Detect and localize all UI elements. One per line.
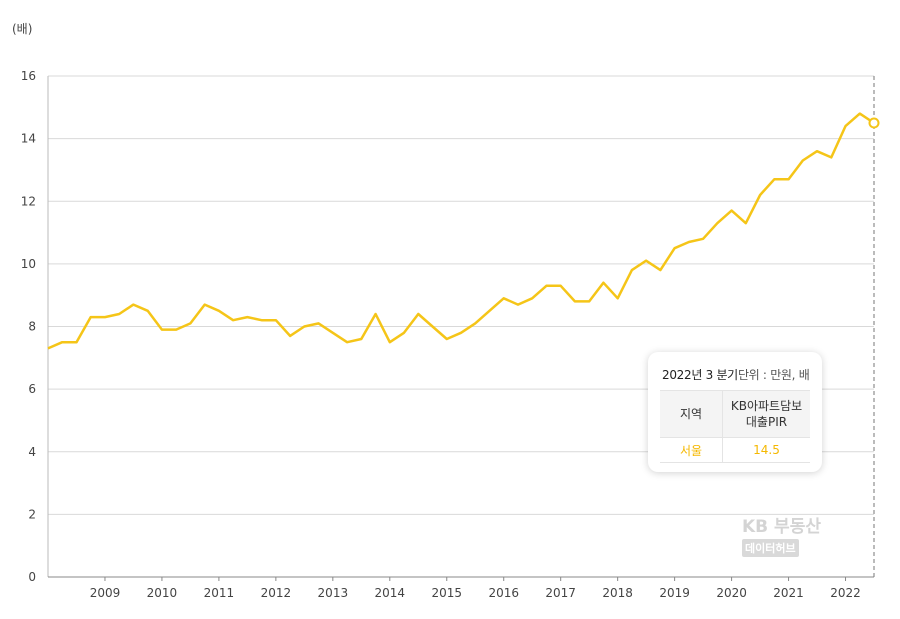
x-tick-labels: 2009 2010 2011 2012 2013 2014 2015 2016 2017 2018… — [90, 577, 861, 600]
tooltip-table: 지역 KB아파트담보 대출PIR 서울 14.5 — [660, 390, 810, 463]
y-tick-label: 16 — [21, 69, 36, 83]
x-tick-label: 2009 — [90, 586, 121, 600]
tooltip-col-metric: KB아파트담보 대출PIR — [722, 390, 810, 438]
kb-watermark-logo: KB 부동산 데이터허브 — [742, 512, 832, 557]
y-tick-label: 8 — [28, 320, 36, 334]
tooltip-col-region: 지역 — [660, 390, 723, 438]
data-tooltip: 2022년 3 분기단위 : 만원, 배 지역 KB아파트담보 대출PIR 서울… — [648, 352, 822, 472]
tooltip-col-metric-line2: 대출PIR — [745, 415, 788, 429]
highlight-point[interactable] — [868, 117, 880, 129]
x-tick-label: 2021 — [773, 586, 804, 600]
tooltip-row-region: 서울 — [660, 437, 723, 463]
watermark-title: KB 부동산 — [742, 517, 821, 537]
x-tick-label: 2018 — [602, 586, 633, 600]
y-tick-labels: 0 2 4 6 8 10 12 14 16 — [21, 69, 36, 584]
x-tick-label: 2017 — [545, 586, 576, 600]
y-tick-label: 4 — [28, 445, 36, 459]
table-row: 서울 14.5 — [660, 437, 810, 463]
y-axis-unit-label: (배) — [12, 22, 33, 36]
tooltip-period: 2022년 3 분기 — [662, 368, 738, 382]
y-tick-label: 10 — [21, 257, 36, 271]
x-tick-label: 2012 — [261, 586, 292, 600]
x-tick-label: 2013 — [318, 586, 349, 600]
tooltip-unit: 단위 : 만원, 배 — [737, 368, 810, 382]
y-tick-label: 14 — [21, 132, 36, 146]
x-tick-label: 2020 — [716, 586, 747, 600]
watermark-subtitle: 데이터허브 — [742, 539, 799, 557]
tooltip-row-value: 14.5 — [722, 437, 810, 463]
y-tick-label: 12 — [21, 194, 36, 208]
y-tick-label: 6 — [28, 382, 36, 396]
x-tick-label: 2019 — [659, 586, 690, 600]
x-tick-label: 2015 — [431, 586, 462, 600]
x-tick-label: 2010 — [147, 586, 178, 600]
tooltip-col-metric-line1: KB아파트담보 — [730, 399, 803, 413]
y-tick-label: 2 — [28, 507, 36, 521]
tooltip-header: 2022년 3 분기단위 : 만원, 배 — [662, 366, 810, 383]
gridlines — [47, 75, 875, 578]
x-tick-label: 2011 — [204, 586, 235, 600]
series-lines — [47, 112, 880, 350]
series-line-seoul — [47, 112, 875, 350]
x-tick-label: 2022 — [830, 586, 861, 600]
x-tick-label: 2014 — [375, 586, 406, 600]
y-tick-label: 0 — [28, 570, 36, 584]
x-tick-label: 2016 — [488, 586, 519, 600]
